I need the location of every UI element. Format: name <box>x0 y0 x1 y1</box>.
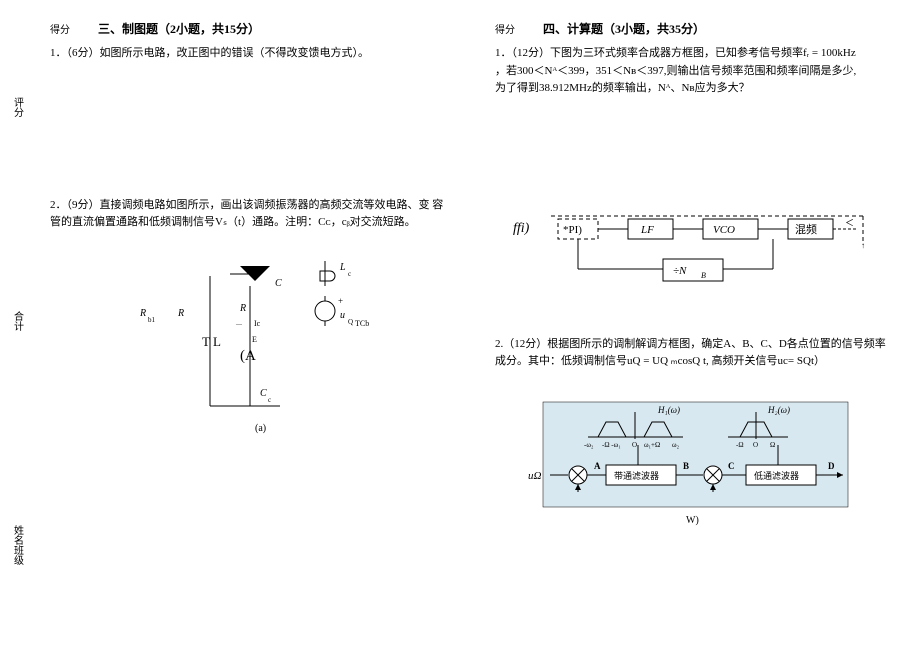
svg-text:-Ω: -Ω <box>736 441 744 449</box>
svg-text:÷N: ÷N <box>673 265 687 277</box>
svg-text:B: B <box>683 461 689 471</box>
svg-text:Ω: Ω <box>770 441 775 449</box>
svg-text:B: B <box>701 271 706 280</box>
right-column: 得分 四、计算题（3小题，共35分） 1．（12分）下图为三环式频率合成器方框图… <box>495 20 890 642</box>
pll-block-diagram: ffi) *PI) LF VCO 混频 <box>513 204 873 294</box>
svg-text:R: R <box>177 308 184 319</box>
side-label-top: 评分 <box>10 97 25 117</box>
svg-text:LF: LF <box>640 224 654 236</box>
svg-text:D: D <box>828 461 835 471</box>
svg-text:R: R <box>140 308 146 319</box>
svg-text:(a): (a) <box>255 423 266 434</box>
svg-text:Q: Q <box>348 318 353 326</box>
svg-text:W): W) <box>686 515 699 526</box>
svg-text:O: O <box>753 441 758 449</box>
svg-text:混频: 混频 <box>795 222 817 236</box>
svg-text:(A: (A <box>240 348 256 364</box>
svg-text:—: — <box>235 322 243 328</box>
score-label-right: 得分 <box>495 21 515 36</box>
svg-text:-ω₂: -ω₂ <box>584 441 594 449</box>
svg-text:uΩ: uΩ <box>528 470 542 482</box>
question-3-1: 1．（6分）如图所示电路，改正图中的错误（不得改变馈电方式）。 <box>50 45 445 63</box>
svg-text:↑: ↑ <box>861 241 865 250</box>
svg-text:+: + <box>338 296 343 306</box>
side-label-bot: 姓名班级 <box>10 525 25 565</box>
section-title-3: 三、制图题（2小题，共15分） <box>98 20 260 37</box>
svg-text:*PI): *PI) <box>563 224 582 236</box>
side-label-mid: 合计 <box>10 311 25 331</box>
question-3-2: 2．（9分）直接调频电路如图所示，画出该调频振荡器的高频交流等效电路、变 容管的… <box>50 197 445 232</box>
question-4-1: 1．（12分）下图为三环式频率合成器方框图，已知参考信号频率fᵣ = 100kH… <box>495 45 890 98</box>
mod-demod-diagram: H₁(ω) -ω₂ -Ω -ω₁ O ω₁+Ω ω₂ H₂(ω) -Ω O Ω <box>528 397 858 527</box>
svg-text:T L: T L <box>202 334 221 349</box>
svg-text:TCb: TCb <box>355 319 369 328</box>
svg-text:带通滤波器: 带通滤波器 <box>614 470 659 481</box>
svg-text:Ic: Ic <box>254 319 261 328</box>
circuit-diagram-a: R b1 R T L R — Ic E (A C <box>140 256 445 439</box>
score-label-left: 得分 <box>50 21 70 36</box>
svg-text:u: u <box>340 310 345 321</box>
svg-text:c: c <box>268 396 271 404</box>
section-title-4: 四、计算题（3小题，共35分） <box>543 20 705 37</box>
svg-text:O: O <box>632 441 637 449</box>
svg-text:＜: ＜ <box>845 218 854 228</box>
svg-text:R: R <box>239 303 246 314</box>
svg-text:VCO: VCO <box>713 224 735 236</box>
svg-text:ω₁+Ω: ω₁+Ω <box>644 441 660 449</box>
question-4-2: 2.（12分）根据图所示的调制解调方框图，确定A、B、C、D各点位置的信号频率 … <box>495 336 890 371</box>
svg-text:-Ω -ω₁: -Ω -ω₁ <box>602 441 621 449</box>
svg-text:c: c <box>348 270 351 278</box>
svg-text:ω₂: ω₂ <box>672 441 680 449</box>
svg-text:L: L <box>339 262 346 273</box>
svg-text:A: A <box>594 461 601 471</box>
svg-text:C: C <box>728 461 735 471</box>
svg-text:E: E <box>252 335 257 344</box>
svg-text:ffi): ffi) <box>513 221 530 236</box>
svg-text:H₂(ω): H₂(ω) <box>767 405 790 415</box>
svg-text:C: C <box>275 278 282 289</box>
svg-text:C: C <box>260 388 267 399</box>
svg-text:低通滤波器: 低通滤波器 <box>754 470 799 481</box>
svg-text:b1: b1 <box>148 316 156 324</box>
left-column: 得分 三、制图题（2小题，共15分） 1．（6分）如图所示电路，改正图中的错误（… <box>50 20 445 642</box>
svg-text:H₁(ω): H₁(ω) <box>657 405 680 415</box>
